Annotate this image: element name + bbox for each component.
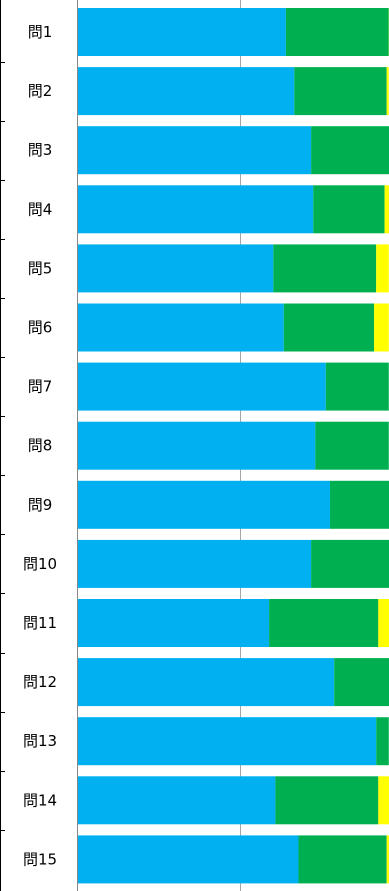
category-label: 問3 (28, 141, 53, 159)
bar-segment-series-3 (384, 185, 389, 234)
bar-segment-series-3 (386, 835, 389, 884)
category-label: 問9 (28, 496, 53, 514)
bar-segment-series-1 (78, 480, 330, 529)
bar-segment-series-1 (78, 599, 270, 647)
category-label: 問1 (28, 23, 53, 41)
bar-segment-series-2 (313, 185, 385, 234)
bar-segment-series-1 (78, 835, 299, 884)
bar-segment-series-1 (78, 8, 286, 56)
bar-segment-series-2 (294, 67, 387, 116)
category-label: 問13 (23, 732, 57, 750)
bar-segment-series-2 (311, 126, 389, 175)
bar-segment-series-1 (78, 776, 276, 825)
bar-segment-series-1 (78, 303, 284, 352)
bar-segment-series-2 (273, 244, 377, 293)
bar-segment-series-2 (334, 658, 389, 707)
bar-segment-series-1 (78, 67, 295, 116)
bar-segment-series-2 (285, 8, 389, 56)
category-label: 問4 (28, 200, 53, 218)
category-label: 問6 (28, 319, 53, 337)
category-labels: 問1 問2 問3 問4 問5 問6 問7 問8 問9 問10 問11 問12 問13 問14 問15 (23, 23, 57, 868)
bar-segment-series-3 (386, 67, 389, 116)
bar-segment-series-1 (78, 185, 314, 234)
bar-segment-series-1 (78, 362, 326, 411)
bar-segment-series-1 (78, 539, 312, 588)
row-separators (0, 62, 5, 831)
category-label: 問15 (23, 850, 57, 868)
category-label: 問7 (28, 378, 53, 396)
bar-segment-series-2 (311, 539, 389, 588)
category-label: 問2 (28, 82, 53, 100)
bar-segment-series-1 (78, 126, 312, 175)
bar-segment-series-3 (376, 244, 389, 293)
bar-segment-series-2 (325, 362, 389, 411)
bar-segment-series-1 (78, 244, 274, 293)
bar-segment-series-2 (269, 599, 379, 647)
category-label: 問12 (23, 673, 57, 691)
category-label: 問11 (23, 614, 57, 632)
bar-segment-series-3 (378, 599, 389, 647)
bar-segment-series-1 (78, 658, 335, 707)
bar-segment-series-3 (378, 776, 389, 825)
bars (78, 8, 389, 884)
bar-segment-series-2 (298, 835, 387, 884)
bar-segment-series-2 (330, 480, 389, 529)
bar-segment-series-2 (315, 421, 389, 470)
bar-segment-series-1 (78, 421, 316, 470)
category-label: 問10 (23, 555, 57, 573)
bar-segment-series-2 (275, 776, 379, 825)
category-label: 問5 (28, 259, 53, 277)
bar-segment-series-3 (374, 303, 389, 352)
category-label: 問8 (28, 437, 53, 455)
category-label: 問14 (23, 791, 57, 809)
bar-segment-series-1 (78, 717, 377, 766)
bar-segment-series-2 (376, 717, 389, 766)
bar-segment-series-2 (283, 303, 375, 352)
